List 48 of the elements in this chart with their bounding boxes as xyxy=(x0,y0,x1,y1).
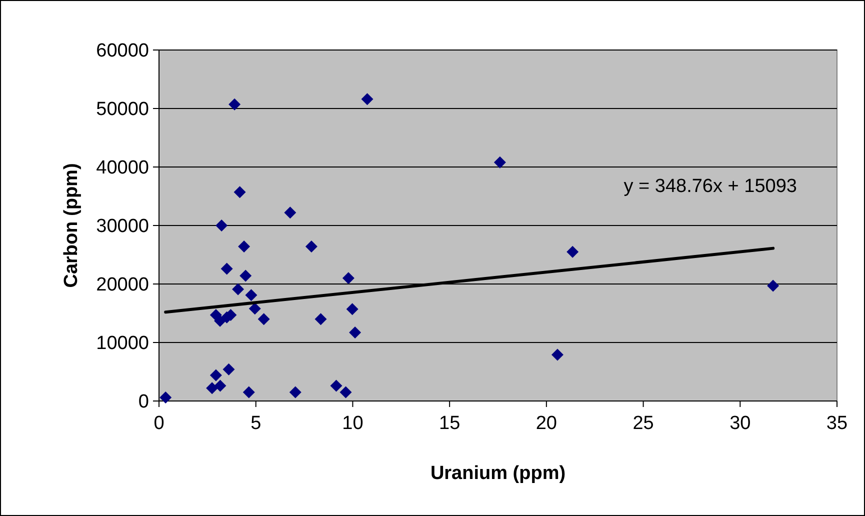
point xyxy=(214,380,226,392)
point xyxy=(258,313,270,326)
x-tick-label: 0 xyxy=(154,413,164,434)
x-tick-label: 5 xyxy=(250,413,262,434)
point xyxy=(240,270,252,282)
y-tick-label: 0 xyxy=(138,392,149,413)
point xyxy=(342,272,354,284)
point xyxy=(220,262,233,275)
x-tick-label: 35 xyxy=(826,413,848,434)
y-tick-label: 10000 xyxy=(96,333,149,354)
point xyxy=(206,382,218,394)
point xyxy=(551,348,564,361)
point xyxy=(245,289,258,302)
point xyxy=(494,156,506,168)
point xyxy=(222,363,235,376)
x-tick-label: 15 xyxy=(439,413,460,434)
y-axis-title: Carbon (ppm) xyxy=(61,163,82,288)
point xyxy=(210,369,222,382)
point xyxy=(330,380,342,392)
point xyxy=(314,313,327,326)
point xyxy=(305,240,318,253)
x-tick-label: 30 xyxy=(730,413,751,434)
point xyxy=(160,391,172,404)
y-tick-label: 20000 xyxy=(96,274,149,296)
point xyxy=(238,240,250,253)
point xyxy=(566,246,579,258)
x-axis-title: Uranium (ppm) xyxy=(430,463,566,484)
point xyxy=(234,186,246,198)
point xyxy=(242,386,255,398)
y-tick-label: 30000 xyxy=(96,216,149,238)
point xyxy=(767,280,780,292)
y-tick-label: 60000 xyxy=(96,40,149,62)
point xyxy=(349,326,362,339)
y-tick-label: 40000 xyxy=(96,158,149,179)
annotation: y = 348.76x + 15093 xyxy=(624,176,797,197)
point xyxy=(248,302,261,315)
y-tick-label: 50000 xyxy=(96,99,149,120)
point xyxy=(284,206,296,219)
point xyxy=(228,98,241,110)
x-tick-label: 20 xyxy=(536,413,557,434)
x-tick-label: 25 xyxy=(632,413,654,434)
point xyxy=(340,386,352,398)
point xyxy=(346,303,358,316)
point xyxy=(361,93,374,106)
point xyxy=(232,283,244,296)
x-tick-label: 10 xyxy=(342,413,364,434)
point xyxy=(216,220,228,232)
point xyxy=(289,386,302,398)
